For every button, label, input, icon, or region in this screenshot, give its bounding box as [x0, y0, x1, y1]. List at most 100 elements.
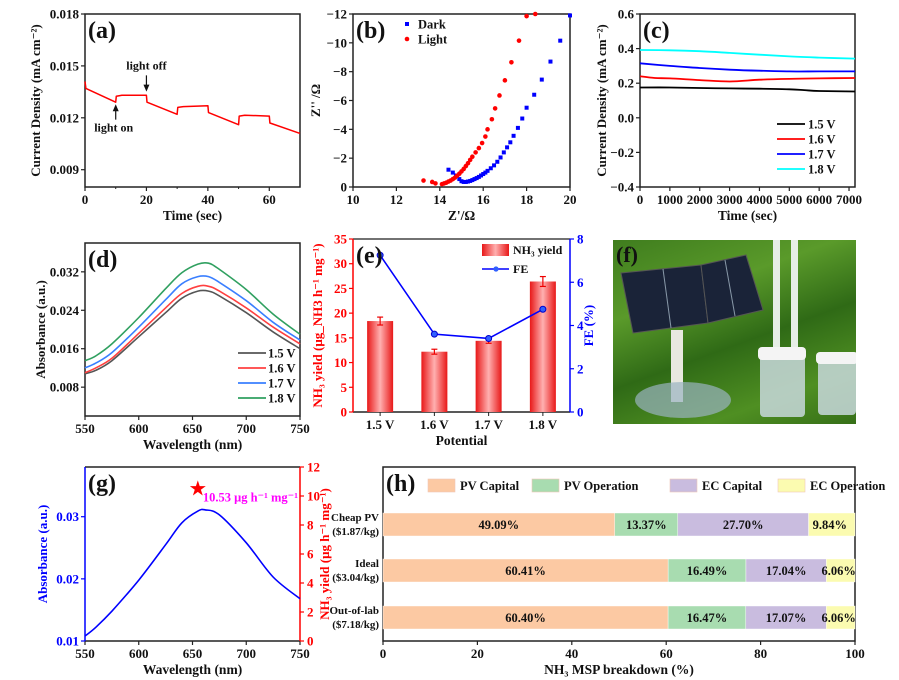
chart-a-ytick-label: 0.018: [50, 7, 80, 22]
chart-d-legend-label: 1.8 V: [268, 392, 296, 406]
chart-c-frame: [639, 13, 856, 188]
chart-b-point-dark: [461, 179, 466, 184]
chart-d-legend-label: 1.6 V: [268, 362, 296, 376]
chart-b-xtick-label: 14: [433, 192, 447, 207]
chart-b-point-dark: [511, 133, 516, 138]
chart-e-legend-label: FE: [513, 262, 528, 276]
chart-b-point-dark: [479, 173, 484, 178]
cell-2-lid: [816, 352, 856, 364]
chart-c-legend-label: 1.7 V: [808, 148, 836, 162]
chart-g-ytick-label: 0.02: [56, 571, 79, 586]
chart-b-point-dark: [558, 38, 563, 43]
chart-b-legend-marker: [405, 22, 409, 26]
chart-c-panel-label: (c): [643, 18, 670, 44]
chart-a-xtick-label: 20: [140, 192, 153, 207]
chart-h-bar-label: 60.40%: [505, 611, 546, 625]
cell-1: [760, 355, 805, 417]
chart-b-point-light: [497, 93, 502, 98]
chart-h-category-label: Ideal: [355, 558, 379, 570]
chart-g-annotation: 10.53 μg h⁻¹ mg⁻¹: [203, 490, 298, 504]
chart-b-point-dark: [450, 170, 455, 175]
chart-b-point-dark: [505, 145, 510, 150]
chart-h-legend-label: PV Capital: [460, 479, 520, 493]
chart-e-bar: [421, 351, 448, 412]
chart-d-ytick-label: 0.008: [50, 380, 80, 395]
chart-a-ytick-label: 0.012: [50, 110, 79, 125]
chart-h-legend-swatch: [777, 478, 806, 493]
chart-b-point-dark: [515, 125, 520, 130]
chart-b-xtick-label: 20: [564, 192, 577, 207]
chart-b-point-dark: [446, 167, 451, 172]
chart-h-category-label: ($7.18/kg): [332, 619, 379, 631]
chart-a-arrowhead: [143, 84, 150, 92]
base-disc: [635, 382, 731, 418]
chart-h-panel-label: (h): [386, 471, 415, 497]
chart-b-point-dark: [539, 77, 544, 82]
chart-g-xtick-label: 700: [237, 646, 257, 661]
chart-e-fe-point: [539, 305, 547, 313]
chart-b-point-dark: [481, 172, 486, 177]
chart-a-panel-label: (a): [88, 18, 116, 44]
chart-g-xtick-label: 750: [290, 646, 310, 661]
chart-h-category-label: ($3.04/kg): [332, 572, 379, 584]
chart-h-bar-segment: [808, 512, 856, 537]
chart-b-ylabel: Z'' /Ω: [308, 84, 323, 117]
chart-b-legend-label: Dark: [418, 18, 446, 32]
chart-d-ylabel: Absorbance (a.u.): [33, 280, 48, 379]
chart-b-legend-marker: [404, 36, 410, 42]
chart-a-xtick-label: 60: [263, 192, 276, 207]
chart-b-point-light: [483, 134, 488, 139]
chart-g-ytick-label: 2: [307, 605, 314, 620]
chart-d-series-line: [84, 289, 301, 375]
chart-d-ytick-label: 0.024: [50, 303, 80, 318]
chart-b-point-dark: [474, 176, 479, 181]
chart-h-bar-segment: [826, 605, 856, 630]
chart-d-xtick-label: 700: [237, 421, 257, 436]
chart-e-legend-label: NH₃ yield: [513, 243, 563, 257]
chart-h-bar-label: 6.06%: [822, 611, 856, 625]
chart-d-xlabel: Wavelength (nm): [143, 437, 242, 452]
chart-b-ytick-label: −2: [333, 151, 347, 166]
chart-g-ytick-label: 0.01: [56, 634, 79, 649]
chart-b-frame: [352, 13, 571, 188]
chart-e-ytick-label: 20: [334, 306, 347, 321]
chart-h-xlabel: NH₃ MSP breakdown (%): [544, 662, 694, 677]
chart-e-ytick-label: 5: [341, 380, 348, 395]
chart-d-ytick-label: 0.032: [50, 264, 79, 279]
chart-e-ytick-label: 0: [341, 405, 348, 420]
chart-e-ylabel2: FE (%): [581, 305, 596, 347]
chart-b-ytick-label: −6: [333, 93, 347, 108]
chart-b-xtick-label: 10: [347, 192, 360, 207]
chart-c-xtick-label: 2000: [687, 192, 713, 207]
chart-c-series-line: [639, 49, 856, 60]
chart-b-ytick-label: −12: [327, 7, 347, 22]
chart-c-ytick-label: 0.0: [618, 110, 634, 125]
chart-b-point-light: [485, 127, 490, 132]
chart-c-legend-label: 1.6 V: [808, 133, 836, 147]
chart-b-point-light: [470, 154, 475, 160]
chart-h-bar-label: 16.47%: [687, 611, 728, 625]
chart-b-point-dark: [532, 92, 537, 97]
chart-b-xlabel: Z'/Ω: [448, 208, 476, 223]
chart-d-xtick-label: 600: [129, 421, 149, 436]
chart-a-annotation: light on: [94, 121, 133, 135]
chart-h-frame: [382, 466, 856, 642]
chart-e-xtick-label: 1.7 V: [474, 417, 503, 432]
tube-right: [791, 240, 798, 350]
chart-e-bar: [529, 281, 556, 412]
chart-b-point-light: [489, 116, 495, 122]
chart-e-ytick-label: 4: [577, 318, 584, 333]
chart-b-point-dark: [472, 177, 477, 182]
chart-b-point-light: [516, 38, 522, 43]
chart-e-ytick-label: 8: [577, 232, 584, 247]
chart-c-xtick-label: 6000: [806, 192, 832, 207]
photo-solar-setup: [613, 240, 856, 424]
chart-b-xtick-label: 12: [390, 192, 403, 207]
chart-h-legend-swatch: [669, 478, 698, 493]
chart-e-fe-point: [485, 334, 493, 342]
chart-h-xtick-label: 80: [754, 646, 767, 661]
chart-a-xtick-label: 0: [82, 192, 89, 207]
chart-g-ylabel2: NH₃ yield (μg h⁻¹ mg⁻¹): [317, 488, 332, 620]
chart-b-point-dark: [501, 150, 506, 155]
